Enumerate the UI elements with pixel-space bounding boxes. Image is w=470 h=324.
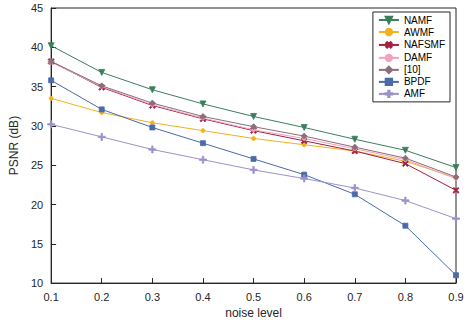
svg-text:[10]: [10] (404, 64, 421, 75)
svg-text:35: 35 (31, 81, 43, 93)
svg-text:0.1: 0.1 (43, 291, 58, 303)
svg-text:0.4: 0.4 (195, 291, 210, 303)
svg-text:0.6: 0.6 (297, 291, 312, 303)
svg-text:0.2: 0.2 (94, 291, 109, 303)
svg-text:0.5: 0.5 (246, 291, 261, 303)
svg-text:BPDF: BPDF (404, 76, 431, 87)
svg-text:0.7: 0.7 (347, 291, 362, 303)
svg-text:30: 30 (31, 120, 43, 132)
svg-text:20: 20 (31, 199, 43, 211)
svg-text:0.8: 0.8 (398, 291, 413, 303)
svg-text:10: 10 (31, 277, 43, 289)
svg-text:0.9: 0.9 (448, 291, 463, 303)
svg-text:NAFSMF: NAFSMF (404, 39, 445, 50)
svg-text:AWMF: AWMF (404, 27, 434, 38)
svg-text:45: 45 (31, 2, 43, 14)
svg-text:0.3: 0.3 (145, 291, 160, 303)
svg-text:noise level: noise level (225, 306, 282, 320)
svg-text:PSNR (dB): PSNR (dB) (7, 116, 21, 175)
svg-text:AMF: AMF (404, 88, 425, 99)
svg-text:25: 25 (31, 159, 43, 171)
svg-text:DAMF: DAMF (404, 52, 432, 63)
svg-text:NAMF: NAMF (404, 15, 432, 26)
svg-text:15: 15 (31, 238, 43, 250)
svg-text:40: 40 (31, 41, 43, 53)
